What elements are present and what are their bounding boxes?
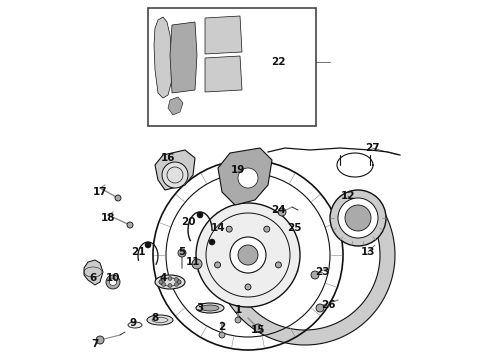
Ellipse shape bbox=[128, 322, 142, 328]
Polygon shape bbox=[155, 150, 195, 190]
Circle shape bbox=[162, 162, 188, 188]
Text: 15: 15 bbox=[251, 325, 265, 335]
Text: 23: 23 bbox=[315, 267, 329, 277]
Text: 18: 18 bbox=[101, 213, 115, 223]
Polygon shape bbox=[215, 197, 395, 345]
Text: 8: 8 bbox=[151, 313, 159, 323]
Circle shape bbox=[254, 324, 262, 332]
Circle shape bbox=[159, 280, 163, 284]
Polygon shape bbox=[205, 16, 242, 54]
Circle shape bbox=[226, 226, 232, 232]
Text: 11: 11 bbox=[186, 257, 200, 267]
Circle shape bbox=[115, 195, 121, 201]
Circle shape bbox=[106, 275, 120, 289]
Circle shape bbox=[96, 336, 104, 344]
Circle shape bbox=[330, 190, 386, 246]
Text: 22: 22 bbox=[271, 57, 285, 67]
Text: 16: 16 bbox=[161, 153, 175, 163]
Polygon shape bbox=[170, 22, 197, 93]
Circle shape bbox=[162, 283, 166, 287]
Polygon shape bbox=[168, 97, 183, 115]
Text: 7: 7 bbox=[91, 339, 98, 349]
Text: 17: 17 bbox=[93, 187, 107, 197]
Polygon shape bbox=[205, 56, 242, 92]
Text: 14: 14 bbox=[211, 223, 225, 233]
Text: 1: 1 bbox=[234, 305, 242, 315]
Circle shape bbox=[192, 259, 202, 269]
Polygon shape bbox=[218, 148, 272, 205]
Text: 6: 6 bbox=[89, 273, 97, 283]
Circle shape bbox=[345, 205, 371, 231]
Circle shape bbox=[275, 262, 281, 268]
Circle shape bbox=[178, 249, 186, 257]
Circle shape bbox=[219, 332, 225, 338]
Circle shape bbox=[162, 278, 166, 282]
Circle shape bbox=[196, 203, 300, 307]
Text: 19: 19 bbox=[231, 165, 245, 175]
Circle shape bbox=[197, 212, 203, 218]
Polygon shape bbox=[84, 260, 103, 285]
Circle shape bbox=[230, 237, 266, 273]
Circle shape bbox=[177, 280, 181, 284]
Polygon shape bbox=[154, 17, 172, 98]
Circle shape bbox=[109, 279, 117, 285]
Circle shape bbox=[238, 168, 258, 188]
Circle shape bbox=[168, 276, 172, 280]
Circle shape bbox=[174, 278, 178, 282]
Circle shape bbox=[264, 226, 270, 232]
Circle shape bbox=[215, 262, 220, 268]
Text: 27: 27 bbox=[365, 143, 379, 153]
Bar bbox=[148, 8, 316, 126]
Ellipse shape bbox=[196, 303, 224, 313]
Circle shape bbox=[238, 245, 258, 265]
Text: 10: 10 bbox=[106, 273, 120, 283]
Circle shape bbox=[278, 208, 286, 216]
Circle shape bbox=[145, 242, 151, 248]
Text: 25: 25 bbox=[287, 223, 301, 233]
Circle shape bbox=[316, 304, 324, 312]
Text: 9: 9 bbox=[129, 318, 137, 328]
Text: 24: 24 bbox=[270, 205, 285, 215]
Text: 13: 13 bbox=[361, 247, 375, 257]
Ellipse shape bbox=[155, 275, 185, 289]
Text: 21: 21 bbox=[131, 247, 145, 257]
Ellipse shape bbox=[147, 315, 173, 325]
Circle shape bbox=[245, 284, 251, 290]
Circle shape bbox=[311, 271, 319, 279]
Text: 20: 20 bbox=[181, 217, 195, 227]
Circle shape bbox=[209, 239, 215, 245]
Text: 5: 5 bbox=[178, 247, 186, 257]
Text: 12: 12 bbox=[341, 191, 355, 201]
Ellipse shape bbox=[201, 305, 219, 311]
Text: 4: 4 bbox=[159, 273, 167, 283]
Text: 26: 26 bbox=[321, 300, 335, 310]
Circle shape bbox=[235, 317, 241, 323]
Circle shape bbox=[174, 283, 178, 287]
Circle shape bbox=[168, 284, 172, 288]
Circle shape bbox=[338, 198, 378, 238]
Text: 2: 2 bbox=[219, 322, 225, 332]
Circle shape bbox=[127, 222, 133, 228]
Text: 3: 3 bbox=[196, 303, 204, 313]
